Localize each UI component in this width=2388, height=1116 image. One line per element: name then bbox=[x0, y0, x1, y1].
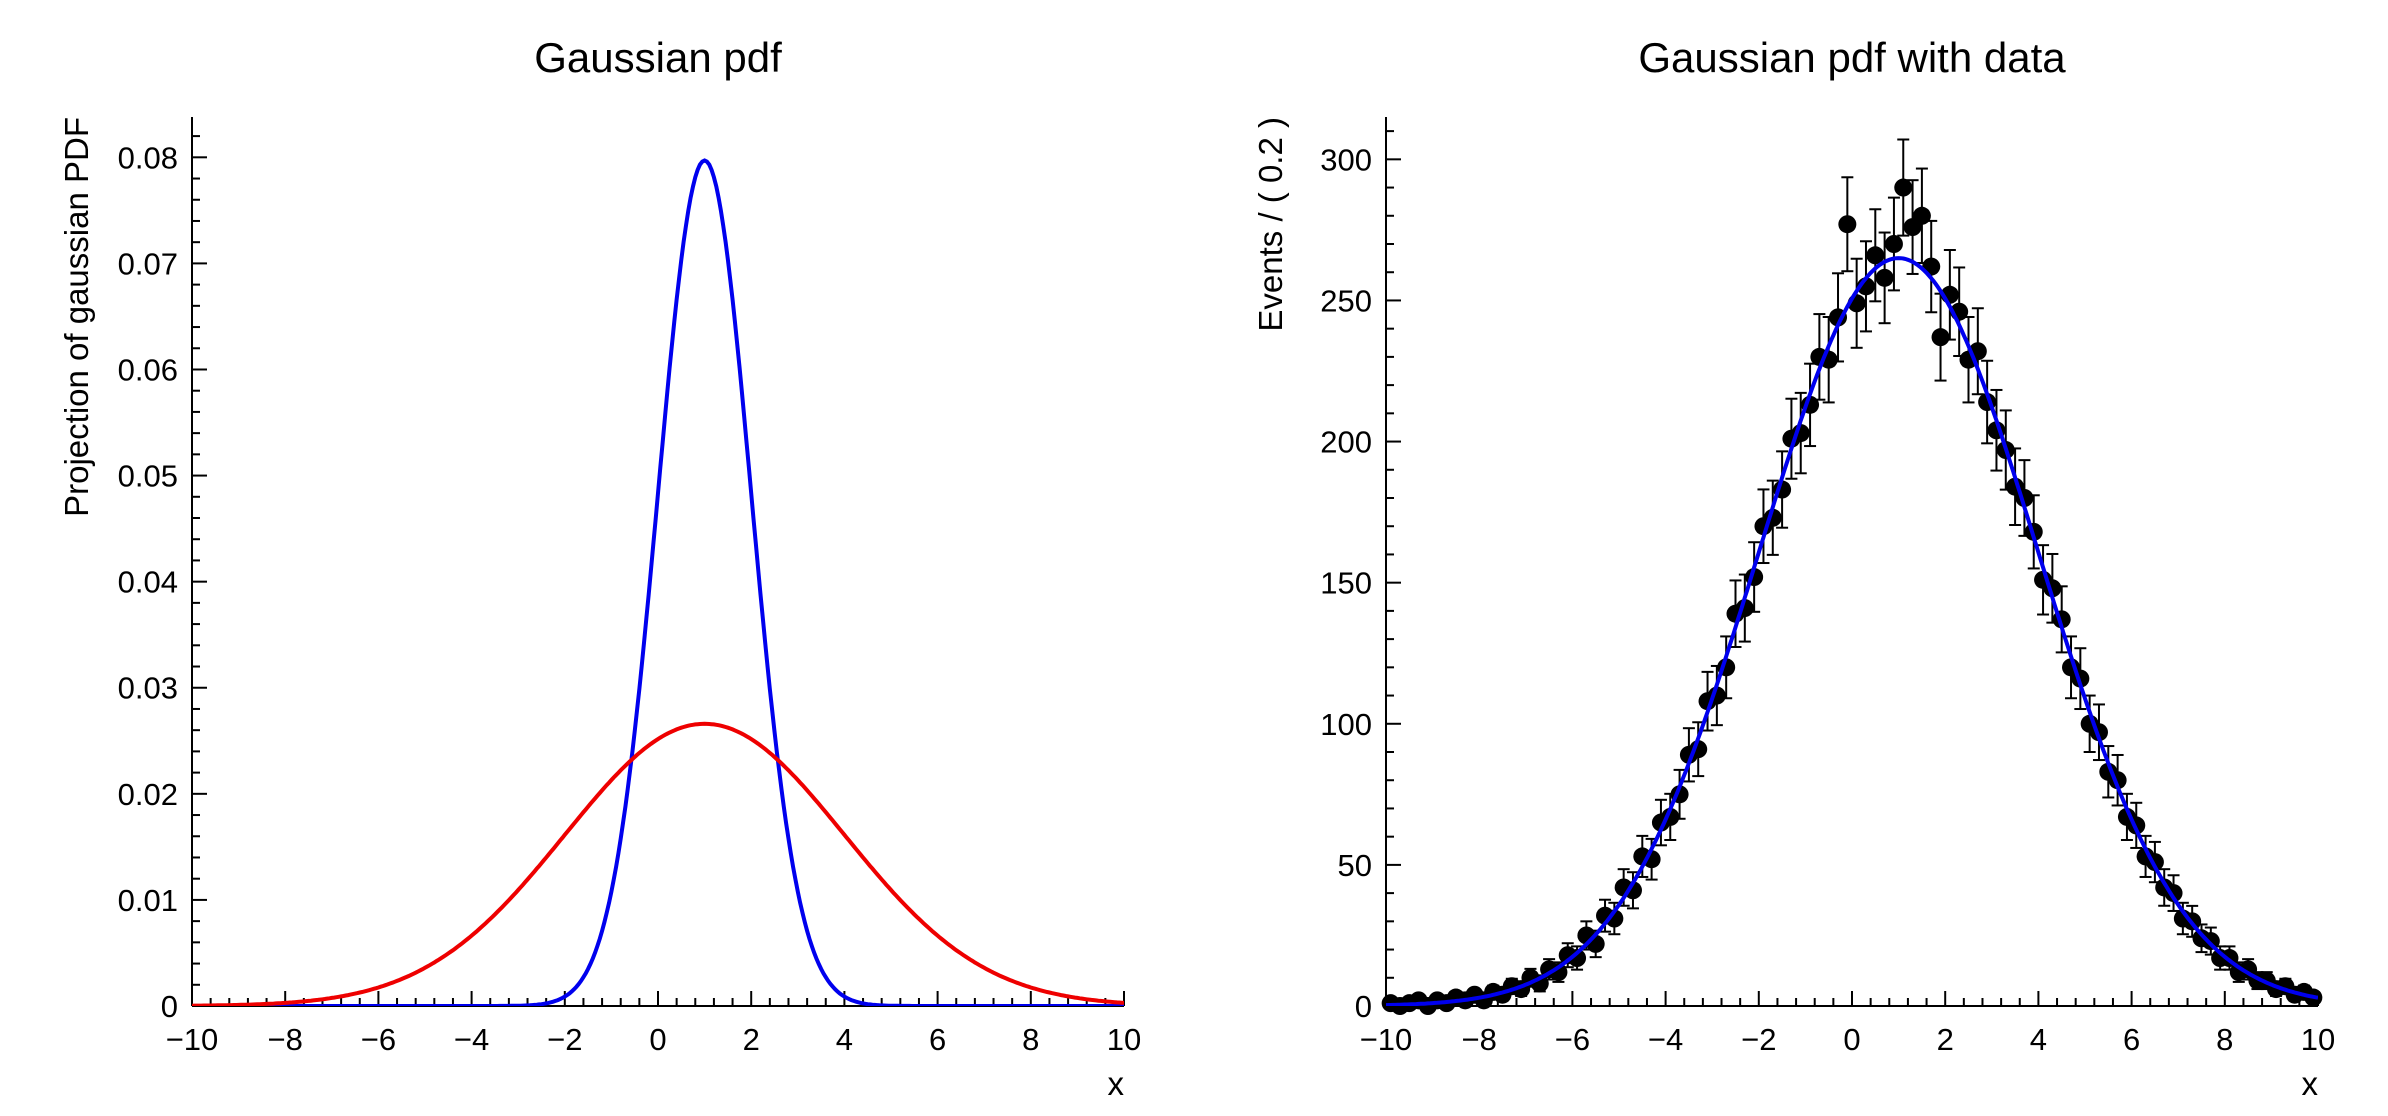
x-tick-label: 10 bbox=[2301, 1022, 2335, 1057]
x-tick-label: −8 bbox=[1462, 1022, 1497, 1057]
x-tick-label: 0 bbox=[649, 1022, 666, 1057]
y-tick-label: 0.06 bbox=[118, 352, 178, 387]
x-tick-label: −8 bbox=[268, 1022, 303, 1057]
y-tick-label: 100 bbox=[1320, 707, 1372, 742]
data-point-marker bbox=[1838, 215, 1857, 234]
x-tick-label: −4 bbox=[1648, 1022, 1683, 1057]
data-point-marker bbox=[1931, 328, 1950, 347]
x-tick-label: 2 bbox=[1937, 1022, 1954, 1057]
panel-gaussian-pdf: Gaussian pdf Projection of gaussian PDF … bbox=[58, 34, 1141, 1102]
x-tick-label: 8 bbox=[1022, 1022, 1039, 1057]
gaussian-curve-sigma3 bbox=[192, 721, 1124, 1006]
x-tick-label: 2 bbox=[743, 1022, 760, 1057]
y-axis-title: Projection of gaussian PDF bbox=[58, 117, 95, 517]
gaussian-fit-curve bbox=[1386, 256, 2318, 1006]
x-tick-label: −2 bbox=[1741, 1022, 1776, 1057]
data-point-marker bbox=[1884, 235, 1903, 253]
panel-gaussian-pdf-with-data: Gaussian pdf with data Events / ( 0.2 ) … bbox=[1194, 0, 2388, 1116]
chart-svg-gaussian-pdf: Gaussian pdf Projection of gaussian PDF … bbox=[58, 34, 1141, 1102]
y-tick-label: 0.08 bbox=[118, 140, 178, 175]
data-point-marker bbox=[1912, 206, 1931, 225]
gaussian-curve-sigma1 bbox=[192, 158, 1124, 1006]
data-point-marker bbox=[1605, 909, 1624, 928]
x-axis-title: x bbox=[1108, 1065, 1125, 1102]
data-point-marker bbox=[2201, 932, 2220, 951]
y-tick-label: 0.07 bbox=[118, 246, 178, 281]
y-tick-label: 0.05 bbox=[118, 459, 178, 494]
data-points bbox=[1381, 138, 2323, 1015]
x-tick-label: 0 bbox=[1843, 1022, 1860, 1057]
chart-title: Gaussian pdf bbox=[534, 34, 782, 81]
y-tick-label: 300 bbox=[1320, 142, 1372, 177]
y-tick-label: 0.02 bbox=[118, 777, 178, 812]
data-point-marker bbox=[1866, 246, 1885, 265]
chart-title: Gaussian pdf with data bbox=[1638, 34, 2066, 81]
x-tick-label: −2 bbox=[547, 1022, 582, 1057]
x-tick-label: −10 bbox=[166, 1022, 219, 1057]
x-tick-label: 4 bbox=[2030, 1022, 2047, 1057]
y-tick-label: 0.03 bbox=[118, 671, 178, 706]
x-tick-label: −6 bbox=[361, 1022, 396, 1057]
data-point-marker bbox=[1568, 949, 1587, 968]
chart-svg-gaussian-pdf-with-data: Gaussian pdf with data Events / ( 0.2 ) … bbox=[1252, 34, 2335, 1102]
data-point-marker bbox=[1894, 178, 1913, 197]
data-point-marker bbox=[1623, 881, 1642, 900]
x-tick-label: 6 bbox=[929, 1022, 946, 1057]
y-tick-label: 0 bbox=[161, 989, 178, 1024]
data-point-marker bbox=[1875, 268, 1894, 287]
y-tick-label: 250 bbox=[1320, 283, 1372, 318]
x-tick-label: 4 bbox=[836, 1022, 853, 1057]
x-tick-label: −4 bbox=[454, 1022, 489, 1057]
y-tick-label: 0.04 bbox=[118, 565, 178, 600]
x-tick-label: −6 bbox=[1555, 1022, 1590, 1057]
x-tick-label: −10 bbox=[1360, 1022, 1413, 1057]
x-tick-label: 6 bbox=[2123, 1022, 2140, 1057]
x-tick-label: 10 bbox=[1107, 1022, 1141, 1057]
x-tick-label: 8 bbox=[2216, 1022, 2233, 1057]
x-axis-title: x bbox=[2302, 1065, 2319, 1102]
y-tick-label: 200 bbox=[1320, 425, 1372, 460]
axis-ticks bbox=[191, 135, 1125, 1007]
y-tick-label: 0.01 bbox=[118, 883, 178, 918]
y-tick-label: 0 bbox=[1355, 989, 1372, 1024]
y-tick-label: 50 bbox=[1338, 848, 1372, 883]
y-axis-title: Events / ( 0.2 ) bbox=[1252, 117, 1289, 332]
y-tick-label: 150 bbox=[1320, 566, 1372, 601]
